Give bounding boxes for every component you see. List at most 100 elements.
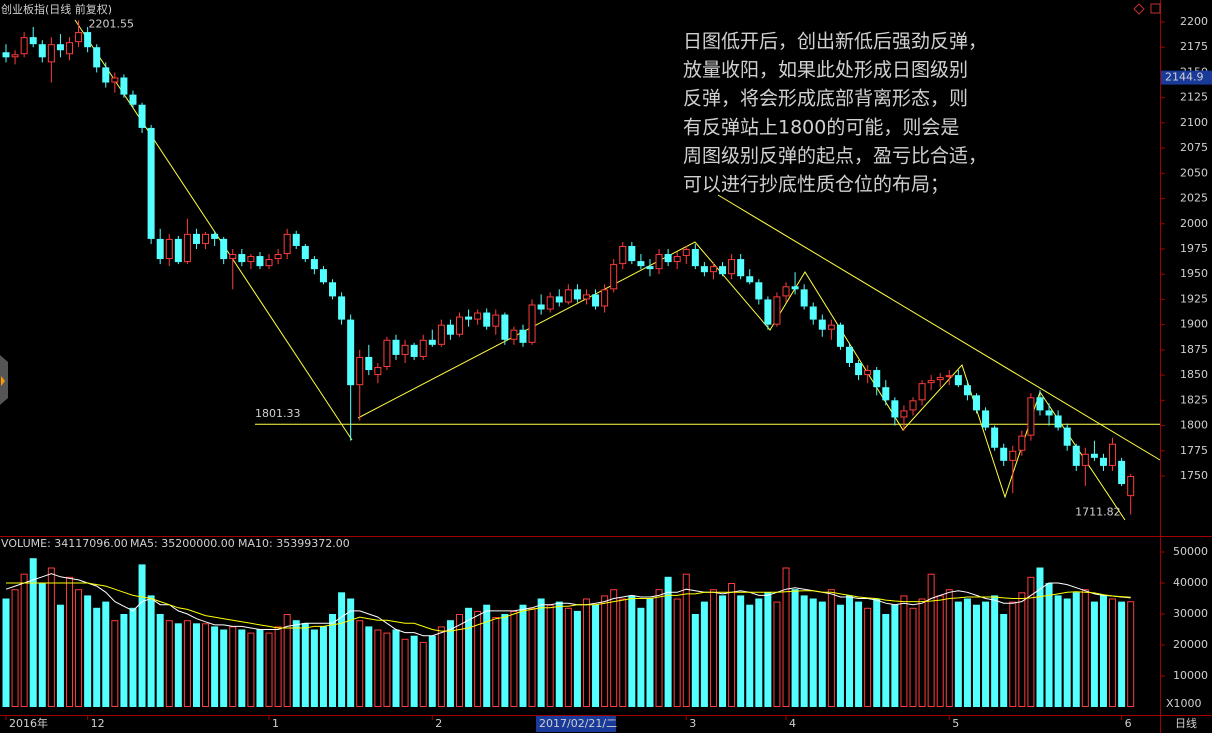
candle-body — [38, 44, 46, 58]
candle-body — [510, 329, 518, 340]
volume-bar — [737, 595, 745, 707]
candle-body — [347, 319, 355, 386]
candle-body — [673, 256, 681, 263]
candle-body — [492, 314, 500, 327]
side-tab-arrow — [1, 376, 5, 386]
volume-bar — [138, 564, 146, 707]
candle-body — [319, 269, 327, 283]
y-tick-label: 1950 — [1180, 267, 1208, 280]
volume-bar — [601, 595, 609, 708]
candle-body — [238, 254, 246, 263]
volume-bar — [465, 607, 473, 707]
low-label: 1711.82 — [1075, 505, 1121, 518]
candle-body — [338, 296, 346, 320]
candle-body — [927, 380, 935, 384]
volume-bar — [619, 598, 627, 708]
candle-body — [664, 254, 672, 263]
volume-bar — [93, 607, 101, 707]
candle-body — [954, 375, 962, 386]
volume-bar — [1009, 601, 1017, 707]
y-tick-label: 2175 — [1180, 40, 1208, 53]
volume-bar — [582, 598, 590, 708]
candle-body — [682, 248, 690, 257]
volume-bar — [846, 595, 854, 707]
x-tick-label: 3 — [689, 717, 696, 730]
candle-body — [383, 339, 391, 368]
volume-bar — [873, 598, 881, 707]
volume-bar — [592, 604, 600, 707]
candle-body — [637, 261, 645, 267]
volume-bar — [446, 620, 454, 707]
candle-body — [818, 319, 826, 330]
candle-body — [582, 294, 590, 300]
y-tick-label: 2050 — [1180, 166, 1208, 179]
candle-body — [1118, 460, 1126, 485]
candle-body — [93, 47, 101, 68]
volume-bar — [65, 576, 73, 707]
volume-bar — [728, 583, 736, 708]
candle-body — [174, 238, 182, 263]
x-tick-label: 2 — [435, 717, 442, 730]
volume-bar — [1036, 567, 1044, 707]
candle-body — [855, 362, 863, 376]
candle-body — [945, 375, 953, 378]
y-tick-label: 20000 — [1173, 638, 1208, 651]
price-marker: 2144.9 — [1165, 71, 1204, 84]
volume-bar — [474, 610, 482, 708]
y-tick-label: 2125 — [1180, 91, 1208, 104]
candle-body — [456, 316, 463, 335]
volume-bar — [764, 592, 772, 707]
ma10-line — [6, 582, 1131, 632]
annotation: 反弹，将会形成底部背离形态，则 — [683, 88, 968, 110]
y-tick-label: 1925 — [1180, 292, 1208, 305]
window-icon[interactable] — [1133, 3, 1145, 15]
candle-body — [1099, 457, 1107, 466]
volume-bar — [374, 629, 382, 708]
candle-body — [165, 238, 173, 260]
ma5-header: MA5: 35200000.00 — [130, 537, 235, 550]
volume-bar — [800, 595, 808, 707]
candle-body — [410, 344, 418, 357]
volume-bar — [256, 629, 264, 707]
candle-body — [247, 256, 255, 263]
volume-bar — [1027, 576, 1035, 707]
y-tick-label: 2100 — [1180, 116, 1208, 129]
y-tick-label: 1850 — [1180, 368, 1208, 381]
candle-body — [709, 266, 717, 273]
volume-bar — [537, 598, 545, 707]
candle-body — [501, 314, 509, 340]
candle-body — [283, 233, 291, 255]
volume-bar — [301, 623, 309, 707]
candle-body — [700, 266, 708, 273]
y-tick-label: 2025 — [1180, 192, 1208, 205]
x-tick-label: 4 — [789, 717, 796, 730]
unit-label: X1000 — [1166, 697, 1202, 710]
candle-body — [882, 387, 890, 401]
candle-body — [1009, 450, 1017, 461]
x-tick-label: 12 — [91, 717, 105, 730]
candle-body — [365, 356, 373, 371]
cursor-date-bg — [536, 716, 616, 732]
volume-bar — [292, 620, 300, 707]
volume-bar — [338, 592, 346, 707]
annotation: 可以进行抄底性质仓位的布局； — [683, 174, 949, 196]
candle-body — [719, 266, 727, 275]
y-tick-label: 2200 — [1180, 15, 1208, 28]
x-tick-label: 2016年 — [9, 716, 48, 730]
volume-bar — [610, 589, 618, 707]
window-icon[interactable] — [1150, 3, 1161, 14]
volume-bar — [982, 601, 990, 707]
volume-bar — [991, 595, 999, 707]
candle-body — [972, 395, 980, 411]
y-tick-label: 1875 — [1180, 343, 1208, 356]
trend-line — [717, 194, 1161, 461]
candle-body — [809, 306, 817, 320]
volume-bar — [782, 567, 790, 708]
candle-body — [864, 370, 872, 376]
candle-body — [773, 296, 781, 325]
volume-bar — [1109, 598, 1117, 708]
volume-bar — [864, 607, 872, 707]
volume-bar — [11, 589, 19, 707]
volume-bar — [156, 614, 164, 707]
volume-bar — [528, 607, 536, 707]
